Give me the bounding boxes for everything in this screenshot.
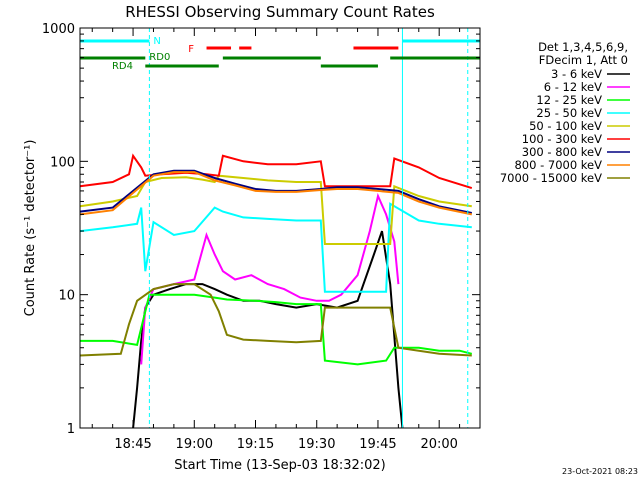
series-line-25-50-kev: [79, 202, 472, 293]
x-tick-label-1845: 18:45: [114, 437, 151, 452]
legend-header-decimation: FDecim 1, Att 0: [539, 53, 628, 67]
series-line-6-12-kev: [140, 192, 400, 365]
series-line-12-25-kev: [80, 293, 473, 366]
legend-label-3-6-kev: 3 - 6 keV: [551, 67, 602, 81]
legend-label-800-7000-kev: 800 - 7000 keV: [514, 158, 602, 172]
legend-label-6-12-kev: 6 - 12 keV: [544, 80, 602, 94]
series-line-7000-15000-kev: [79, 283, 472, 357]
flag-label-rd4: RD4: [112, 61, 133, 72]
y-tick-label-1: 1: [67, 422, 75, 437]
x-tick-label-1900: 19:00: [176, 437, 213, 452]
flag-label-rd0: RD0: [149, 52, 170, 63]
legend-label-100-300-kev: 100 - 300 keV: [522, 132, 602, 146]
plot-frame: [79, 27, 481, 429]
legend-label-25-50-kev: 25 - 50 keV: [536, 106, 602, 120]
flag-label-f: F: [188, 44, 194, 55]
y-axis: 1 10 100 1000: [42, 22, 480, 437]
generation-stamp: 23-Oct-2021 08:23: [562, 467, 638, 476]
legend-label-12-25-kev: 12 - 25 keV: [536, 93, 602, 107]
x-tick-label-1930: 19:30: [298, 437, 335, 452]
y-axis-title: Count Rate (s⁻¹ detector⁻¹): [23, 140, 38, 317]
x-tick-label-1915: 19:15: [237, 437, 274, 452]
series-line-100-300-kev: [79, 153, 473, 190]
series-layer: [79, 153, 473, 429]
series-line-800-7000-kev: [79, 171, 473, 216]
legend-label-300-800-kev: 300 - 800 keV: [522, 145, 602, 159]
legend-header-detectors: Det 1,3,4,5,6,9,: [538, 40, 628, 54]
chart-title: RHESSI Observing Summary Count Rates: [125, 3, 435, 21]
x-tick-label-1945: 19:45: [359, 437, 396, 452]
x-axis: 18:45 19:00 19:15 19:30 19:45 20:00: [91, 28, 481, 452]
series-line-50-100-kev: [79, 174, 472, 245]
flag-label-n: N: [153, 36, 160, 47]
y-tick-label-1000: 1000: [42, 22, 75, 37]
legend-label-7000-15000-kev: 7000 - 15000 keV: [500, 171, 602, 185]
flag-layer: N F RD0 RD4: [80, 36, 480, 72]
y-tick-label-100: 100: [50, 155, 75, 170]
y-tick-label-10: 10: [58, 289, 75, 304]
vline-layer: [148, 28, 469, 428]
legend: Det 1,3,4,5,6,9, FDecim 1, Att 0 3 - 6 k…: [500, 40, 630, 185]
x-tick-label-2000: 20:00: [420, 437, 457, 452]
x-axis-title: Start Time (13-Sep-03 18:32:02): [174, 458, 385, 473]
legend-label-50-100-kev: 50 - 100 keV: [529, 119, 602, 133]
